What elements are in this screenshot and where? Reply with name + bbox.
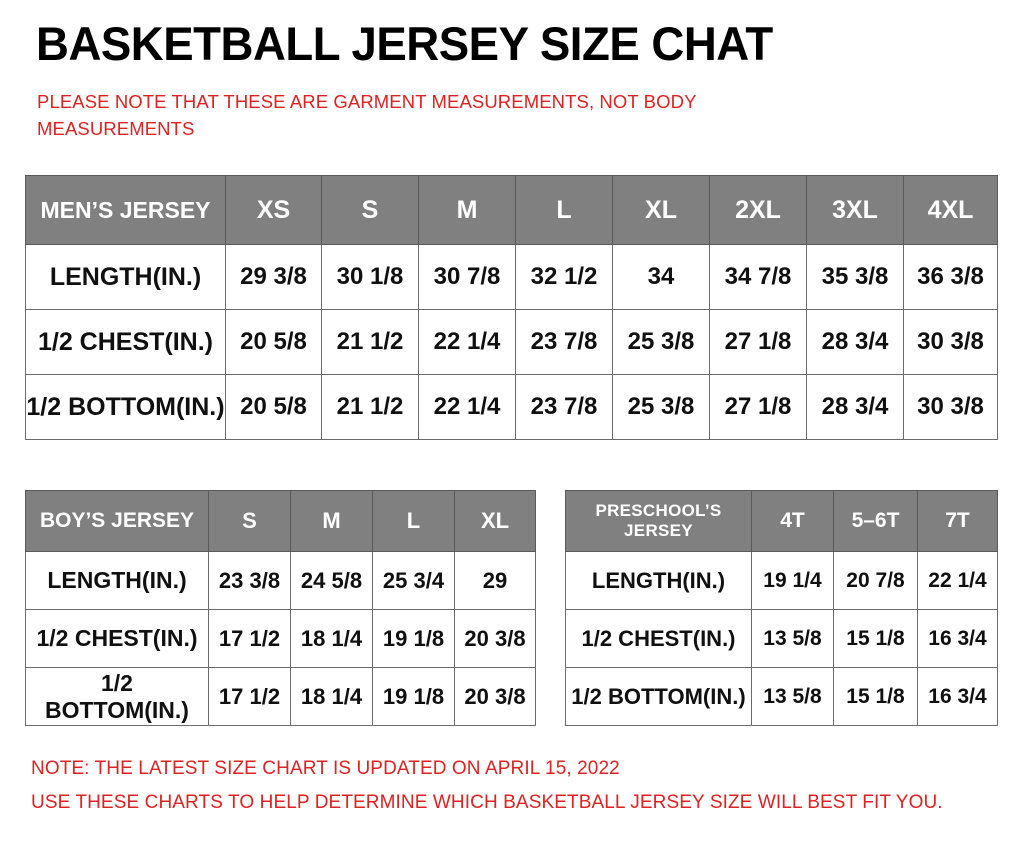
- mens-bottom-2xl: 27 1/8: [709, 374, 807, 440]
- boys-jersey-size-table: BOY’S JERSEY S M L XL LENGTH(IN.) 23 3/8…: [25, 490, 536, 726]
- table-row: 1/2 CHEST(IN.) 17 1/2 18 1/4 19 1/8 20 3…: [25, 609, 536, 668]
- table-row: 1/2 CHEST(IN.) 13 5/8 15 1/8 16 3/4: [565, 609, 998, 668]
- mens-length-3xl: 35 3/8: [806, 244, 904, 310]
- preschool-chest-5-6t: 15 1/8: [833, 609, 918, 668]
- table-row: 1/2 BOTTOM(IN.) 13 5/8 15 1/8 16 3/4: [565, 667, 998, 726]
- boys-header-l: L: [372, 490, 455, 552]
- boys-header-xl: XL: [454, 490, 536, 552]
- footer-note-updated: NOTE: THE LATEST SIZE CHART IS UPDATED O…: [31, 758, 620, 779]
- boys-header-label: BOY’S JERSEY: [25, 490, 209, 552]
- preschool-jersey-size-table: PRESCHOOL’S JERSEY 4T 5–6T 7T LENGTH(IN.…: [565, 490, 998, 726]
- mens-length-xl: 34: [612, 244, 710, 310]
- table-header-row: PRESCHOOL’S JERSEY 4T 5–6T 7T: [565, 490, 998, 552]
- mens-chest-xl: 25 3/8: [612, 309, 710, 375]
- preschool-length-7t: 22 1/4: [917, 551, 998, 610]
- boys-chest-s: 17 1/2: [208, 609, 291, 668]
- mens-chest-s: 21 1/2: [321, 309, 419, 375]
- mens-chest-m: 22 1/4: [418, 309, 516, 375]
- table-row: 1/2 CHEST(IN.) 20 5/8 21 1/2 22 1/4 23 7…: [25, 309, 998, 375]
- preschool-bottom-5-6t: 15 1/8: [833, 667, 918, 726]
- preschool-header-5-6t: 5–6T: [833, 490, 918, 552]
- mens-length-s: 30 1/8: [321, 244, 419, 310]
- garment-measurement-notice: PLEASE NOTE THAT THESE ARE GARMENT MEASU…: [37, 91, 697, 139]
- mens-chest-4xl: 30 3/8: [903, 309, 998, 375]
- table-row: 1/2 BOTTOM(IN.) 20 5/8 21 1/2 22 1/4 23 …: [25, 374, 998, 440]
- table-row: LENGTH(IN.) 23 3/8 24 5/8 25 3/4 29: [25, 551, 536, 610]
- table-header-row: BOY’S JERSEY S M L XL: [25, 490, 536, 552]
- boys-bottom-s: 17 1/2: [208, 667, 291, 726]
- mens-header-xs: XS: [225, 175, 322, 245]
- preschool-chest-4t: 13 5/8: [751, 609, 834, 668]
- mens-header-s: S: [321, 175, 419, 245]
- mens-bottom-m: 22 1/4: [418, 374, 516, 440]
- mens-length-xs: 29 3/8: [225, 244, 322, 310]
- preschool-row-label-bottom: 1/2 BOTTOM(IN.): [565, 667, 752, 726]
- mens-row-label-bottom: 1/2 BOTTOM(IN.): [25, 374, 226, 440]
- table-row: LENGTH(IN.) 29 3/8 30 1/8 30 7/8 32 1/2 …: [25, 244, 998, 310]
- preschool-chest-7t: 16 3/4: [917, 609, 998, 668]
- boys-row-label-bottom: 1/2 BOTTOM(IN.): [25, 667, 209, 726]
- preschool-header-7t: 7T: [917, 490, 998, 552]
- boys-length-s: 23 3/8: [208, 551, 291, 610]
- mens-row-label-length: LENGTH(IN.): [25, 244, 226, 310]
- boys-length-m: 24 5/8: [290, 551, 373, 610]
- boys-chest-xl: 20 3/8: [454, 609, 536, 668]
- preschool-length-4t: 19 1/4: [751, 551, 834, 610]
- preschool-length-5-6t: 20 7/8: [833, 551, 918, 610]
- mens-chest-2xl: 27 1/8: [709, 309, 807, 375]
- mens-header-2xl: 2XL: [709, 175, 807, 245]
- mens-length-4xl: 36 3/8: [903, 244, 998, 310]
- mens-header-label: MEN’S JERSEY: [25, 175, 226, 245]
- mens-length-l: 32 1/2: [515, 244, 613, 310]
- boys-chest-m: 18 1/4: [290, 609, 373, 668]
- mens-jersey-size-table: MEN’S JERSEY XS S M L XL 2XL 3XL 4XL LEN…: [25, 175, 998, 440]
- boys-row-label-chest: 1/2 CHEST(IN.): [25, 609, 209, 668]
- boys-header-m: M: [290, 490, 373, 552]
- boys-length-xl: 29: [454, 551, 536, 610]
- mens-bottom-3xl: 28 3/4: [806, 374, 904, 440]
- mens-header-xl: XL: [612, 175, 710, 245]
- mens-row-label-chest: 1/2 CHEST(IN.): [25, 309, 226, 375]
- preschool-bottom-4t: 13 5/8: [751, 667, 834, 726]
- mens-bottom-xs: 20 5/8: [225, 374, 322, 440]
- mens-bottom-xl: 25 3/8: [612, 374, 710, 440]
- mens-header-m: M: [418, 175, 516, 245]
- table-row: 1/2 BOTTOM(IN.) 17 1/2 18 1/4 19 1/8 20 …: [25, 667, 536, 726]
- boys-bottom-m: 18 1/4: [290, 667, 373, 726]
- boys-bottom-xl: 20 3/8: [454, 667, 536, 726]
- mens-chest-3xl: 28 3/4: [806, 309, 904, 375]
- mens-length-m: 30 7/8: [418, 244, 516, 310]
- mens-length-2xl: 34 7/8: [709, 244, 807, 310]
- mens-header-4xl: 4XL: [903, 175, 998, 245]
- footer-note-usage: USE THESE CHARTS TO HELP DETERMINE WHICH…: [31, 792, 943, 813]
- boys-header-s: S: [208, 490, 291, 552]
- preschool-row-label-length: LENGTH(IN.): [565, 551, 752, 610]
- mens-chest-l: 23 7/8: [515, 309, 613, 375]
- preschool-header-label: PRESCHOOL’S JERSEY: [565, 490, 752, 552]
- mens-header-l: L: [515, 175, 613, 245]
- table-row: LENGTH(IN.) 19 1/4 20 7/8 22 1/4: [565, 551, 998, 610]
- mens-header-3xl: 3XL: [806, 175, 904, 245]
- boys-row-label-length: LENGTH(IN.): [25, 551, 209, 610]
- boys-chest-l: 19 1/8: [372, 609, 455, 668]
- mens-chest-xs: 20 5/8: [225, 309, 322, 375]
- table-header-row: MEN’S JERSEY XS S M L XL 2XL 3XL 4XL: [25, 175, 998, 245]
- preschool-header-4t: 4T: [751, 490, 834, 552]
- preschool-row-label-chest: 1/2 CHEST(IN.): [565, 609, 752, 668]
- boys-bottom-l: 19 1/8: [372, 667, 455, 726]
- preschool-bottom-7t: 16 3/4: [917, 667, 998, 726]
- page-title: BASKETBALL JERSEY SIZE CHAT: [36, 17, 773, 70]
- mens-bottom-l: 23 7/8: [515, 374, 613, 440]
- mens-bottom-s: 21 1/2: [321, 374, 419, 440]
- boys-length-l: 25 3/4: [372, 551, 455, 610]
- mens-bottom-4xl: 30 3/8: [903, 374, 998, 440]
